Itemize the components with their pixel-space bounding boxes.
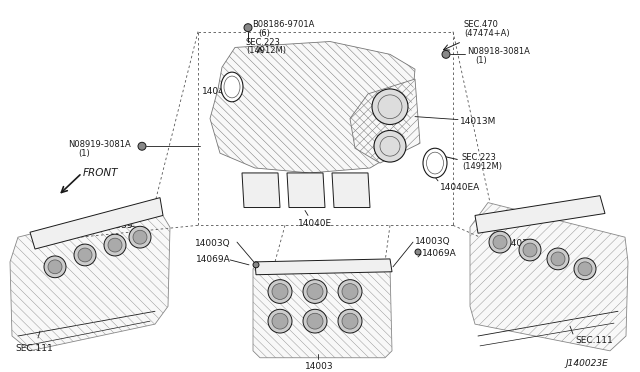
Text: 14040EA: 14040EA <box>202 87 243 96</box>
Text: 14040E: 14040E <box>298 219 332 228</box>
Circle shape <box>268 309 292 333</box>
Circle shape <box>268 280 292 304</box>
Text: B08186-9701A: B08186-9701A <box>252 20 314 29</box>
Circle shape <box>338 280 362 304</box>
Circle shape <box>44 256 66 278</box>
Ellipse shape <box>423 148 447 178</box>
Text: 14069A: 14069A <box>196 255 231 264</box>
Circle shape <box>523 243 537 257</box>
Circle shape <box>108 238 122 252</box>
Text: SEC.223: SEC.223 <box>462 153 497 162</box>
Circle shape <box>272 313 288 329</box>
Circle shape <box>372 89 408 125</box>
Circle shape <box>338 309 362 333</box>
Circle shape <box>303 309 327 333</box>
Text: J140023E: J140023E <box>565 359 608 368</box>
Text: 14069A: 14069A <box>422 249 457 258</box>
Text: (1): (1) <box>475 56 487 65</box>
Circle shape <box>442 50 450 58</box>
Circle shape <box>138 142 146 150</box>
Text: N08918-3081A: N08918-3081A <box>467 48 530 57</box>
Text: 14013M: 14013M <box>460 116 497 126</box>
Text: (47474+A): (47474+A) <box>464 29 509 38</box>
Circle shape <box>415 249 421 255</box>
Polygon shape <box>475 196 605 233</box>
Circle shape <box>253 262 259 268</box>
Circle shape <box>547 248 569 270</box>
Ellipse shape <box>221 72 243 102</box>
Circle shape <box>574 258 596 280</box>
Circle shape <box>303 280 327 304</box>
Text: (14912M): (14912M) <box>462 162 502 171</box>
Polygon shape <box>287 173 325 208</box>
Circle shape <box>551 252 565 266</box>
Text: SEC.470: SEC.470 <box>464 20 499 29</box>
Polygon shape <box>242 173 280 208</box>
Circle shape <box>48 260 62 274</box>
Polygon shape <box>470 203 628 351</box>
Circle shape <box>104 234 126 256</box>
Circle shape <box>272 283 288 299</box>
Circle shape <box>244 24 252 32</box>
Polygon shape <box>332 173 370 208</box>
Text: N08919-3081A: N08919-3081A <box>68 140 131 149</box>
Text: (6): (6) <box>258 29 270 38</box>
Circle shape <box>78 248 92 262</box>
Circle shape <box>493 235 507 249</box>
Polygon shape <box>255 259 392 275</box>
Text: (14912M): (14912M) <box>246 46 286 55</box>
Text: SEC.223: SEC.223 <box>246 38 281 46</box>
Text: SEC.111: SEC.111 <box>15 344 52 353</box>
Polygon shape <box>253 262 392 358</box>
Text: 14003: 14003 <box>305 362 333 371</box>
Polygon shape <box>210 42 415 173</box>
Circle shape <box>307 283 323 299</box>
Circle shape <box>307 313 323 329</box>
Text: 14040EA: 14040EA <box>440 183 480 192</box>
Text: 14035: 14035 <box>506 239 534 248</box>
Circle shape <box>578 262 592 276</box>
Circle shape <box>74 244 96 266</box>
Text: 14003Q: 14003Q <box>195 239 230 248</box>
Text: 14003Q: 14003Q <box>415 237 451 246</box>
Circle shape <box>129 226 151 248</box>
Text: (1): (1) <box>78 149 90 158</box>
Text: SEC.111: SEC.111 <box>575 336 612 345</box>
Circle shape <box>489 231 511 253</box>
Polygon shape <box>30 198 163 249</box>
Circle shape <box>133 230 147 244</box>
Polygon shape <box>350 79 420 163</box>
Circle shape <box>374 131 406 162</box>
Text: 14035: 14035 <box>105 221 134 230</box>
Circle shape <box>519 239 541 261</box>
Circle shape <box>342 283 358 299</box>
Circle shape <box>342 313 358 329</box>
Polygon shape <box>10 203 170 351</box>
Text: FRONT: FRONT <box>83 168 118 178</box>
